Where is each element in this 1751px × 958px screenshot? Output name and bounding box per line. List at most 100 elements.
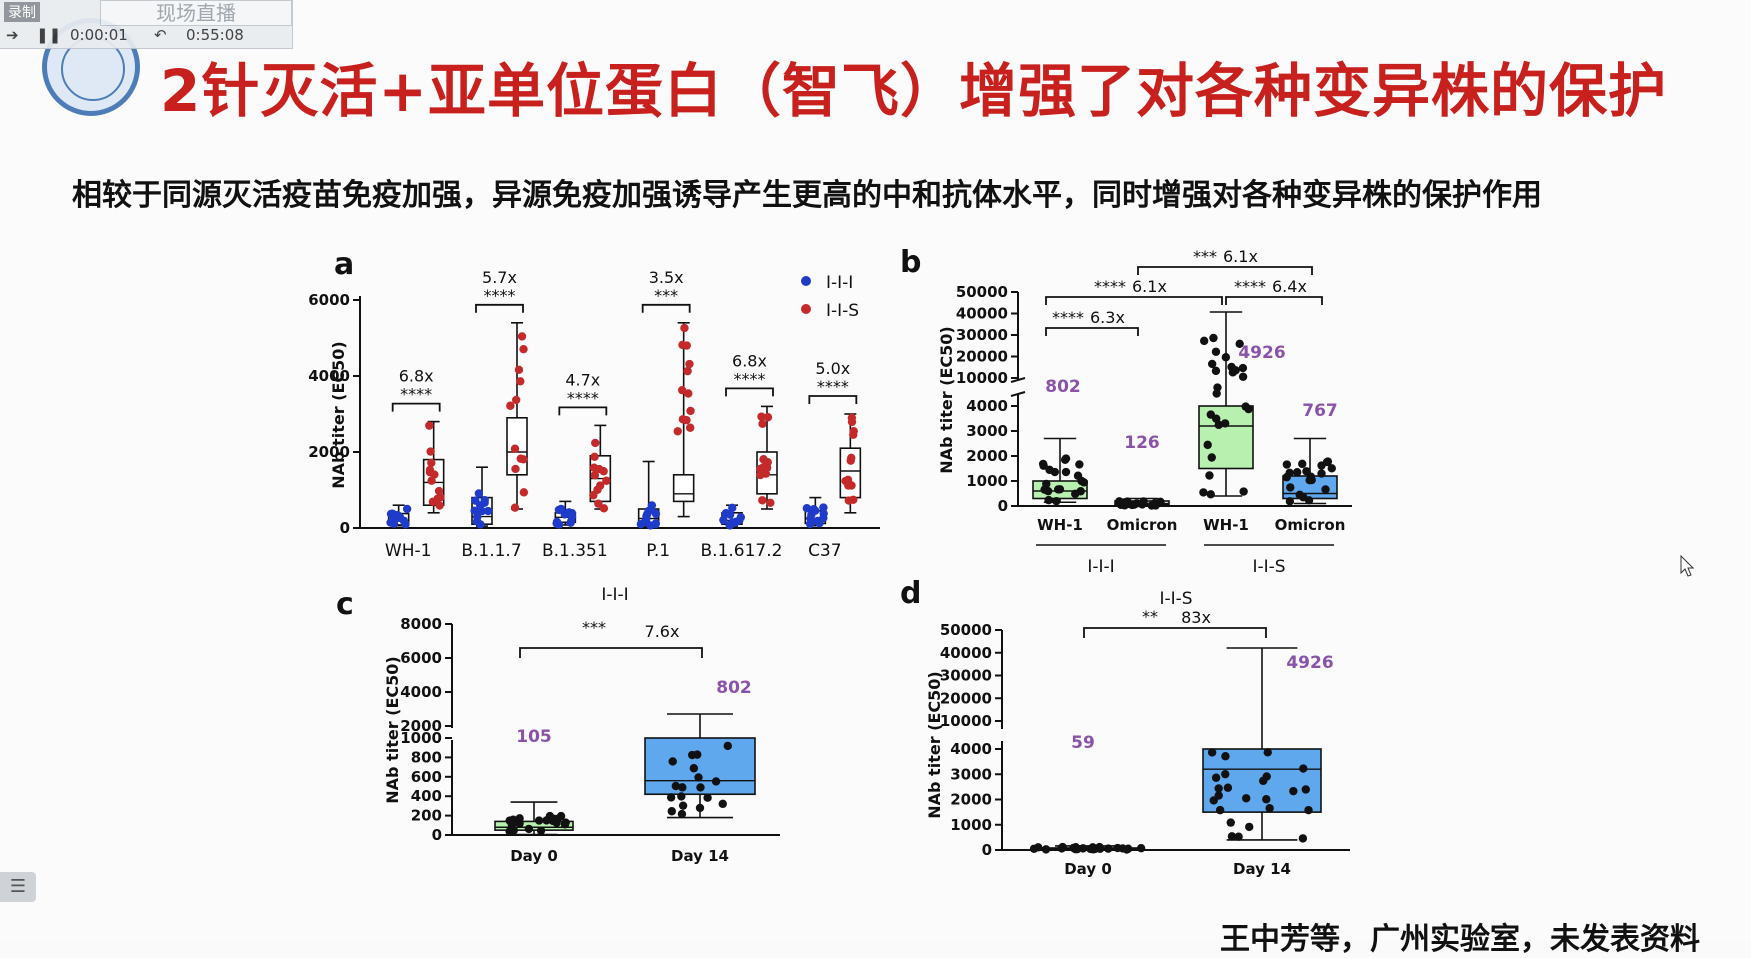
panel-b-ytick-label: 40000 [956,305,1008,323]
panel-d-ytick-label: 1000 [950,816,992,834]
panel-a-sig: **** [817,377,849,396]
panel-a-iis-point [519,455,528,464]
panel-b-point [1212,389,1221,398]
panel-d-point [1207,748,1217,757]
panel-b-point [1285,468,1294,478]
panel-d-point [1263,748,1272,757]
panel-d-point [1221,769,1230,779]
panel-b-point [1138,500,1147,509]
panel-d-point [1214,784,1223,793]
panel-b-median-label: 767 [1302,401,1338,421]
panel-a-iii-point [476,506,486,515]
panel-d-point [1095,844,1105,854]
panel-a-ytick-label: 0 [340,519,350,537]
panel-d-sig: ** [1142,607,1158,626]
slide-title: 2针灭活+亚单位蛋白（智飞）增强了对各种变异株的保护 [160,57,1667,125]
panel-d-point [1123,844,1133,853]
record-label: 录制 [4,2,40,22]
pause-icon[interactable]: ❚❚ [36,26,62,44]
panel-d-category: Day 14 [1233,860,1291,878]
panel-a-iii-point [805,519,815,529]
live-tab[interactable]: 现场直播 [100,0,292,26]
panel-d-point [1245,822,1254,832]
panel-b-fold: 6.3x [1090,308,1125,327]
panel-b-bracket [1045,327,1139,336]
panel-a-fold: 5.7x [482,268,517,287]
panel-a-iis-point [599,504,609,513]
panel-d-point [1215,805,1225,815]
panel-d-point [1113,843,1122,853]
panel-b-point [1044,495,1053,505]
panel-b-point [1231,366,1240,375]
panel-a-iii-point [819,509,828,518]
panel-b-point [1211,347,1221,356]
panel-a-iii-point [651,519,661,528]
panel-a-iis-point [589,491,598,500]
panel-d-point [1301,785,1310,794]
panel-a-iii-point [470,506,479,515]
panel-a-iii-point [399,516,408,525]
panel-a-iis-point [758,496,767,505]
panel-c-point [524,824,534,834]
panel-b-point [1220,419,1230,428]
panel-a-ylabel: NAb titer (EC50) [329,341,348,488]
recording-toolbar: 录制 现场直播 ➔ ❚❚ 0:00:01 ↶ 0:55:08 [0,0,293,49]
panel-a-iis-box [672,473,695,503]
panel-c-point [711,777,721,786]
panel-a-iii-point [476,520,485,529]
panel-c-title: I-I-I [601,585,628,605]
panel-b-point [1206,410,1216,419]
panel-d-point [1242,794,1251,803]
panel-b-point [1115,498,1125,508]
panel-b-ytick-label: 30000 [956,326,1008,344]
panel-b-point [1060,455,1070,464]
panel-b-point [1205,471,1214,480]
panel-d-point [1058,842,1067,852]
panel-a-iis-point [756,464,765,474]
panel-c-point [695,803,705,813]
panel-a-iii-point [554,505,564,515]
panel-a-legend-marker-iii [801,276,811,286]
panel-a-category: P.1 [646,541,670,561]
panel-b-point [1038,459,1048,469]
panel-d-point [1041,845,1051,854]
panel-b-point [1286,483,1295,492]
panel-a-iis-point [511,395,521,405]
panel-a-iii-point [483,506,493,516]
panel-b-point [1199,488,1208,497]
panel-a-iis-point [427,476,436,485]
panel-a-iii-point [719,515,728,525]
panel-d-ytick-label: 4000 [950,740,992,758]
panel-c-ytick-label: 800 [411,748,442,766]
panel-a-iii-point [802,504,812,513]
panel-b-point [1207,359,1217,369]
forward-icon[interactable]: ➔ [6,26,19,44]
panel-b-sig: **** [1094,277,1126,296]
panel-a-iis-point [684,389,693,398]
panel-a-iii-point [819,503,828,512]
panel-d-point [1211,773,1221,782]
panel-b-point [1061,467,1071,477]
panel-d-ytick-label: 3000 [950,765,992,783]
panel-a-iii-point [552,519,561,528]
panel-a-iis-point [516,377,525,386]
panel-a-bracket [558,406,608,416]
panel-c-point [694,773,703,782]
panel-c-ytick-label: 4000 [400,683,442,701]
panel-d-point [1223,783,1233,792]
panel-c-ytick-label: 6000 [400,649,442,667]
panel-a-iis-point [758,419,767,429]
panel-b-point [1244,404,1253,414]
menu-list-icon[interactable]: ☰ [0,872,36,902]
panel-d-fold: 83x [1181,608,1211,627]
panel-b-sig: *** [1193,247,1217,266]
panel-a-iis-point [519,344,528,354]
panel-b-point [1073,471,1083,480]
panel-c-point [509,826,519,835]
panel-b-point [1199,336,1209,346]
panel-c-ytick-label: 0 [432,826,442,844]
panel-a-iis-point [673,427,682,436]
undo-icon[interactable]: ↶ [154,26,167,44]
panel-a-fold: 6.8x [732,351,767,370]
panel-b-point [1207,453,1216,462]
